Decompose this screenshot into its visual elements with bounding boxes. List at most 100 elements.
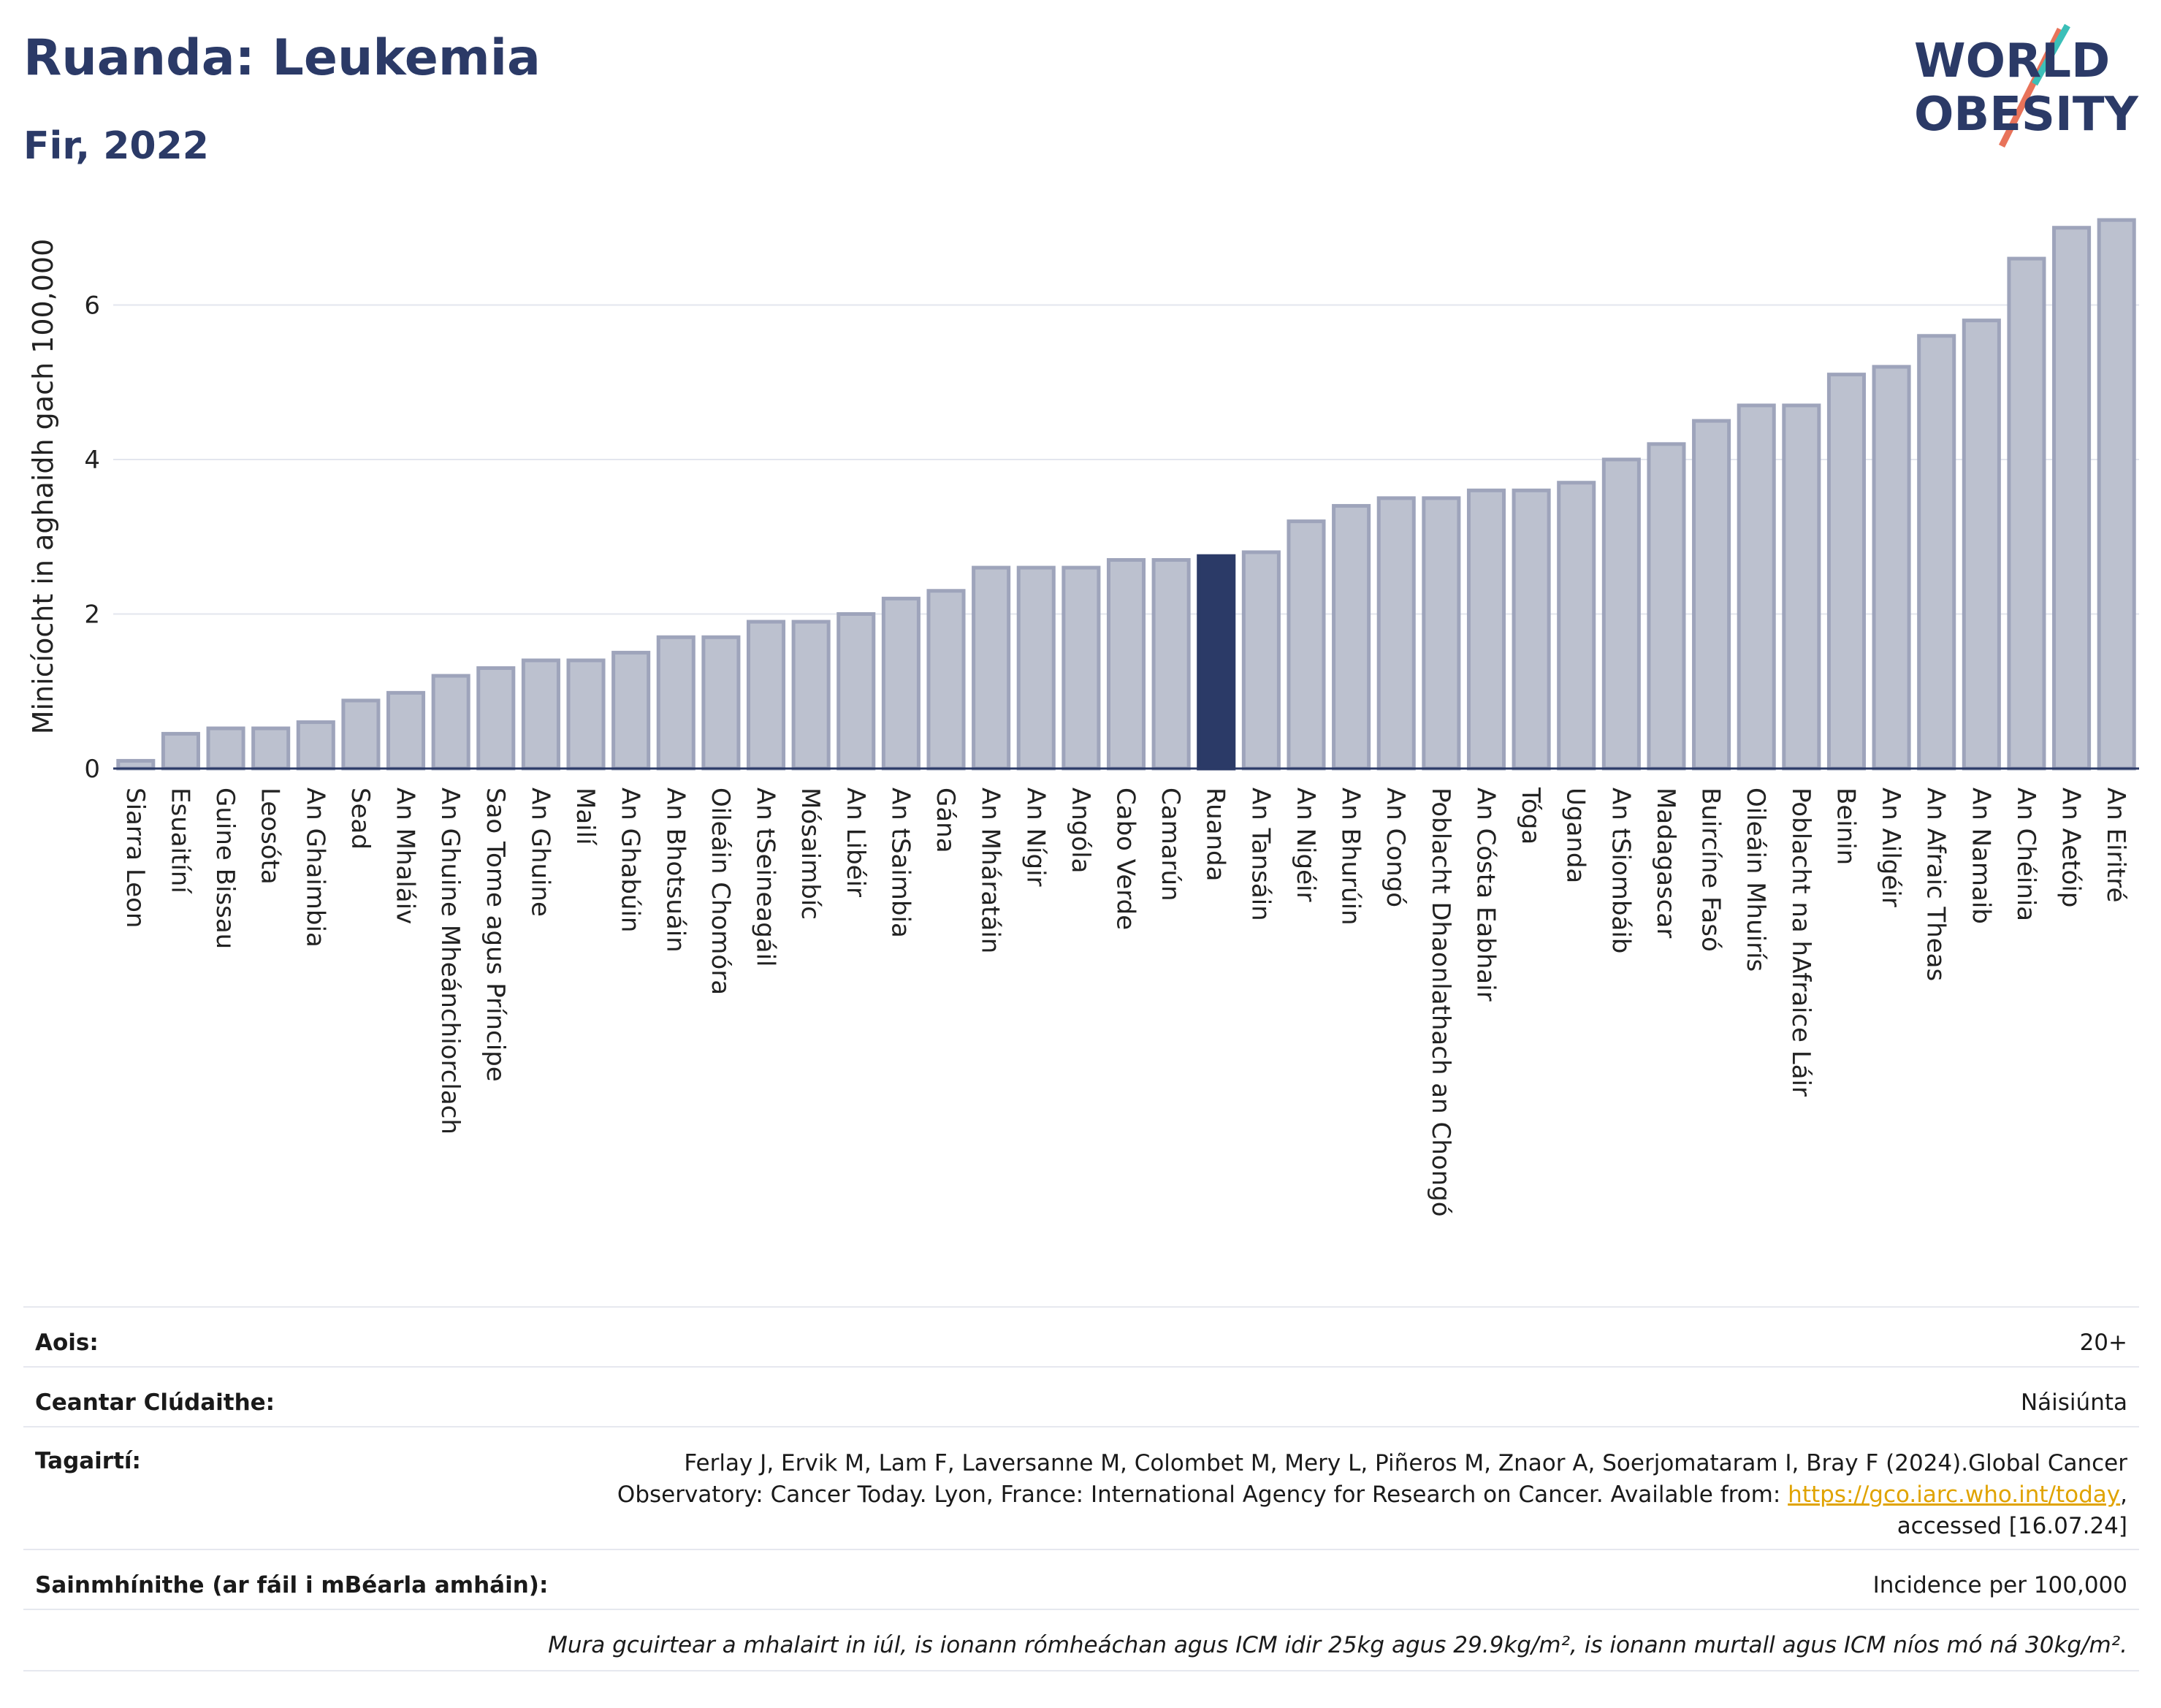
x-tick-label: An Libéir [841,788,870,897]
info-row-note: Mura gcuirtear a mhalairt in iúl, is ion… [23,1609,2139,1671]
x-tick-label: An Bhotsuáin [660,788,690,953]
bar [476,666,516,771]
bar [1826,373,1866,771]
bar [116,758,156,771]
x-tick-label: Angóla [1066,788,1095,873]
bar [251,726,291,771]
references-comma: , [2120,1482,2127,1508]
x-tick-label: An Aetóip [2057,788,2086,907]
y-tick-label: 2 [84,600,100,629]
x-tick-label: Uganda [1561,788,1590,883]
x-tick-label: An tSiombáib [1606,788,1635,953]
bar [521,658,560,771]
bar [2007,256,2046,771]
info-row-age: Aois: 20+ [23,1306,2139,1368]
x-tick-label: An Ailgéir [1876,788,1905,907]
bar [881,596,921,771]
svg-text:OBESITY: OBESITY [1914,88,2138,142]
bar [386,690,426,771]
bar [1782,403,1821,771]
x-tick-label: Ruanda [1201,788,1230,881]
x-tick-label: An Afraic Theas [1921,788,1951,981]
x-tick-label: An Nigéir [1291,788,1320,901]
bar [566,658,606,771]
bar [701,635,741,771]
x-tick-label: An Mhaláiv [391,788,420,924]
bar [1422,496,1461,771]
x-tick-label: Siarra Leon [121,788,150,928]
svg-text:WORLD: WORLD [1914,34,2110,88]
x-tick-label: Poblacht na hAfraice Láir [1786,788,1815,1097]
references-line-2: Observatory: Cancer Today. Lyon, France:… [617,1479,2127,1511]
bar [161,731,200,771]
bar [206,726,245,771]
bar [656,635,695,771]
x-tick-label: Leosóta [256,788,285,885]
y-tick-label: 0 [84,755,100,784]
bar [1737,403,1776,771]
bar [972,565,1011,771]
bar [1557,481,1596,771]
bar [746,619,786,771]
references-line-1: Ferlay J, Ervik M, Lam F, Laversanne M, … [684,1450,2127,1476]
y-tick-label: 6 [84,291,100,320]
bar [1151,557,1191,771]
info-row-references: Tagairtí: Ferlay J, Ervik M, Lam F, Lave… [23,1426,2139,1550]
references-link[interactable]: https://gco.iarc.who.int/today [1788,1482,2121,1508]
x-tick-label: An Tansáin [1246,788,1275,921]
bar [1917,334,1956,771]
definitions-label: Sainmhínithe (ar fáil i mBéarla amháin): [35,1572,549,1598]
references-label: Tagairtí: [35,1448,141,1474]
bar [791,619,831,771]
x-tick-label: An Cósta Eabhair [1471,788,1500,1002]
x-tick-label: An Ghuine [525,788,554,917]
x-tick-label: An tSaimbia [885,788,915,938]
page-title: Ruanda: Leukemia [23,29,541,87]
x-tick-label: Beinin [1831,788,1860,865]
bar [1062,565,1101,771]
bar [296,720,335,771]
area-label: Ceantar Clúdaithe: [35,1389,275,1416]
x-tick-label: An Ghaimbia [300,788,329,948]
x-tick-label: Cabo Verde [1111,788,1140,930]
bar [341,698,381,771]
bar [611,650,651,771]
x-tick-label: An Ghabúin [616,788,645,932]
bar [836,611,876,771]
x-tick-label: An Chéinia [2011,788,2040,921]
bar [1872,365,1911,771]
bar [926,589,966,771]
bar [1241,550,1281,771]
bar [1962,319,2001,771]
x-tick-label: Madagascar [1651,788,1680,938]
x-tick-label: Guine Bissau [210,788,240,949]
references-value: Ferlay J, Ervik M, Lam F, Laversanne M, … [617,1448,2127,1542]
page-subtitle: Fir, 2022 [23,124,209,168]
age-label: Aois: [35,1330,99,1356]
x-tick-label: Sead [346,788,375,850]
bmi-note: Mura gcuirtear a mhalairt in iúl, is ion… [548,1632,2127,1658]
bar [1287,519,1326,771]
area-value: Náisiúnta [2020,1389,2127,1416]
age-value: 20+ [2079,1330,2127,1356]
bar [1376,496,1416,771]
x-tick-label: Gána [931,788,960,853]
x-tick-label: Mósaimbíc [796,788,825,920]
x-tick-label: An Eiritré [2101,788,2130,902]
bar [1512,488,1551,771]
info-row-definitions: Sainmhínithe (ar fáil i mBéarla amháin):… [23,1549,2139,1610]
x-tick-label: An tSeineagáil [751,788,780,967]
x-tick-label: An Mháratáin [976,788,1005,953]
bar [1332,503,1371,771]
x-tick-label: Sao Tome agus Príncipe [481,788,510,1082]
bar [2097,218,2136,771]
bar [1016,565,1056,771]
y-tick-label: 4 [84,446,100,475]
bar-chart: 0 2 4 6 Minicíocht in aghaidh gach 100,000 Si… [27,218,2139,1217]
world-obesity-logo: WORLD OBESITY [1914,23,2138,148]
info-row-area: Ceantar Clúdaithe: Náisiúnta [23,1366,2139,1427]
x-tick-label: An Congó [1381,788,1410,907]
x-tick-label: Buircíne Fasó [1696,788,1726,952]
references-line-3: accessed [16.07.24] [1897,1513,2127,1539]
y-axis-label: Minicíocht in aghaidh gach 100,000 [27,239,59,735]
